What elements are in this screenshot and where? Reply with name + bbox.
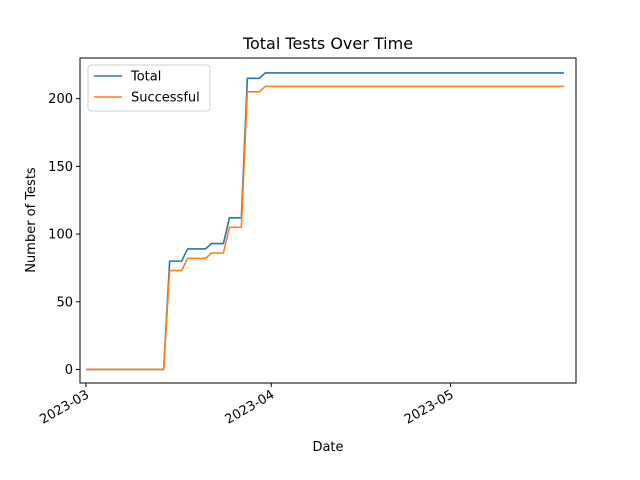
legend-label-total: Total — [130, 70, 161, 85]
x-axis-title: Date — [312, 440, 343, 455]
axes-frame — [79, 57, 577, 384]
series-line-successful — [85, 85, 565, 371]
y-axis: 0 50 100 150 200 — [48, 92, 80, 378]
series-line-total — [85, 72, 565, 371]
y-tick-label: 100 — [48, 228, 73, 243]
y-tick-label: 200 — [48, 92, 73, 107]
y-tick-label: 50 — [56, 295, 73, 310]
chart-title: Total Tests Over Time — [242, 34, 413, 53]
y-axis-title: Number of Tests — [24, 167, 39, 273]
y-tick-label: 0 — [65, 363, 73, 378]
legend-label-successful: Successful — [131, 91, 200, 106]
legend: Total Successful — [87, 64, 211, 112]
y-tick-label: 150 — [48, 160, 73, 175]
series-layer — [85, 72, 565, 371]
